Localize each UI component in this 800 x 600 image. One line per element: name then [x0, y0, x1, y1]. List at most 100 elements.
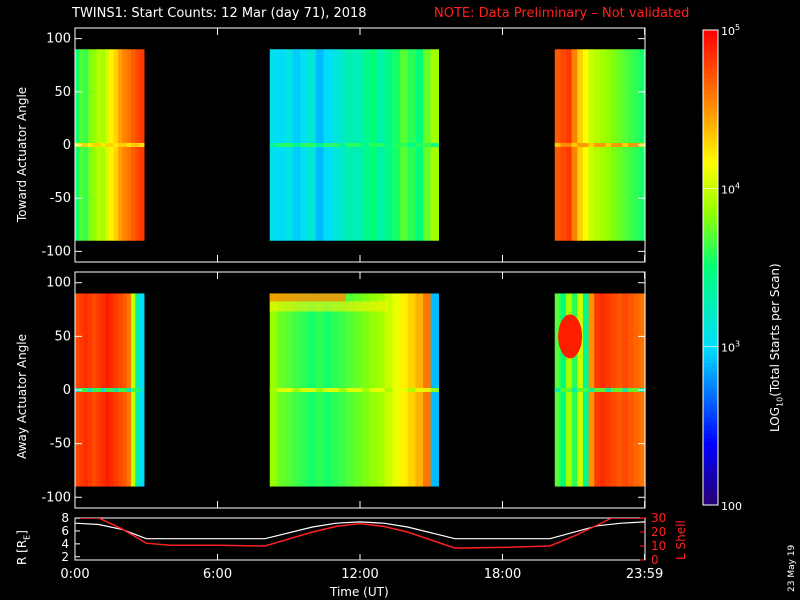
colorbar-swatch [703, 156, 718, 162]
toward-zero-band [616, 143, 624, 147]
colorbar-swatch [703, 413, 718, 419]
toward-zero-band [628, 143, 635, 147]
colorbar-swatch [703, 465, 718, 470]
colorbar-swatch [703, 461, 718, 466]
away-zero-band [377, 388, 386, 392]
colorbar-swatch [703, 81, 718, 86]
toward-zero-band [560, 143, 567, 147]
colorbar-swatch [703, 406, 718, 411]
toward-zero-band [113, 143, 119, 147]
toward-zero-band [315, 143, 325, 147]
away-zero-band [277, 388, 286, 392]
away-zero-band [331, 388, 340, 392]
toward-zero-band [554, 143, 561, 147]
colorbar-swatch [703, 307, 718, 312]
lshell-tick-label: 10 [651, 539, 666, 553]
away-zero-band [96, 388, 102, 392]
colorbar-swatch [703, 49, 718, 55]
colorbar-swatch [703, 311, 718, 316]
colorbar-swatch [703, 53, 718, 59]
toward-zero-band [109, 143, 115, 147]
colorbar-swatch [703, 358, 718, 363]
colorbar-swatch [703, 417, 718, 423]
away-zero-band [566, 388, 573, 392]
colorbar-swatch [703, 394, 718, 399]
away-zero-band [346, 388, 355, 392]
colorbar-swatch [703, 497, 718, 502]
colorbar-swatch [703, 204, 718, 209]
colorbar-swatch [703, 61, 718, 67]
colorbar-swatch [703, 402, 718, 407]
colorbar-swatch [703, 366, 718, 371]
away-zero-band [139, 388, 145, 392]
away-zero-band [308, 388, 317, 392]
toward-zero-band [415, 143, 424, 147]
toward-zero-band [285, 143, 294, 147]
colorbar-swatch [703, 45, 718, 51]
away-zero-band [285, 388, 294, 392]
away-zero-band [577, 388, 584, 392]
away-panel: 100 50 0 -50 -100 [41, 271, 646, 509]
ytick-label: -50 [50, 437, 71, 452]
colorbar-label-log: LOG [768, 406, 782, 432]
colorbar-swatch [703, 164, 718, 170]
colorbar-swatch [703, 318, 718, 324]
colorbar-swatch [703, 57, 718, 63]
colorbar-swatch [703, 433, 718, 439]
colorbar-swatch [703, 457, 718, 462]
toward-zero-band [354, 143, 363, 147]
toward-zero-band [300, 143, 309, 147]
toward-zero-band [577, 143, 584, 147]
radius-label-part3: ] [15, 530, 29, 535]
colorbar-swatch [703, 136, 718, 142]
colorbar-swatch [703, 188, 718, 193]
colorbar-swatch [703, 239, 718, 245]
colorbar-swatch [703, 275, 718, 280]
away-zero-band [415, 388, 424, 392]
colorbar-swatch [703, 350, 718, 356]
colorbar-swatch [703, 37, 718, 43]
colorbar-swatch [703, 152, 718, 158]
colorbar-swatch [703, 97, 718, 102]
toward-zero-band [87, 143, 93, 147]
colorbar-swatch [703, 168, 718, 173]
colorbar-swatch [703, 370, 718, 375]
colorbar-swatch [703, 69, 718, 75]
colorbar-swatch [703, 172, 718, 177]
colorbar-swatch [703, 109, 718, 114]
away-zero-band [369, 388, 378, 392]
colorbar-swatch [703, 374, 718, 379]
colorbar-swatch [703, 469, 718, 474]
toward-zero-band [92, 143, 98, 147]
colorbar-swatch [703, 212, 718, 217]
toward-zero-band [338, 143, 347, 147]
colorbar-swatch [703, 299, 718, 304]
colorbar-swatch [703, 283, 718, 288]
colorbar-swatch [703, 160, 718, 166]
colorbar-swatch [703, 291, 718, 296]
colorbar-swatch [703, 251, 718, 257]
toward-zero-band [566, 143, 573, 147]
toward-zero-band [582, 143, 590, 147]
away-zero-band [423, 388, 432, 392]
colorbar-swatch [703, 322, 718, 328]
toward-zero-band [130, 143, 136, 147]
away-zero-band [113, 388, 119, 392]
colorbar-swatch [703, 235, 718, 241]
toward-zero-band [594, 143, 601, 147]
colorbar-swatch [703, 263, 718, 268]
colorbar-swatch [703, 441, 718, 447]
colorbar-swatch [703, 196, 718, 201]
away-zero-band [400, 388, 409, 392]
colorbar-swatch [703, 85, 718, 90]
away-zero-band [92, 388, 98, 392]
colorbar-swatch [703, 132, 718, 138]
colorbar-label-rest: (Total Starts per Scan) [768, 263, 782, 397]
xtick-label: 18:00 [484, 567, 521, 582]
colorbar-swatch [703, 101, 718, 106]
radius-line [75, 521, 645, 540]
colorbar-swatch [703, 354, 718, 360]
away-zero-band [126, 388, 132, 392]
colorbar-swatch [703, 330, 718, 336]
toward-zero-band [392, 143, 401, 147]
